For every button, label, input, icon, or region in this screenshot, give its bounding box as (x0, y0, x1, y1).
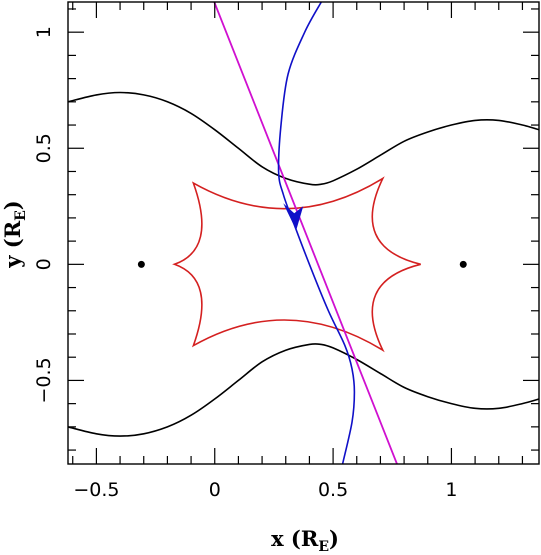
axis-ticks: −0.5 0 0.5 1 −0.5 0 0.5 1 (33, 2, 539, 501)
lens-mass-1 (137, 260, 145, 268)
x-axis-title: x (RE) (271, 526, 339, 555)
x-tick-label: −0.5 (73, 479, 119, 501)
critical-curve-upper (68, 91, 539, 186)
y-tick-label: 1 (33, 26, 55, 38)
x-tick-label: 1 (445, 479, 457, 501)
y-tick-label: 0 (33, 258, 55, 270)
plot-frame (67, 1, 540, 465)
critical-curve-lower (68, 343, 539, 437)
plot-area (68, 2, 539, 464)
direction-arrow (283, 203, 304, 231)
x-tick-label: 0 (209, 479, 221, 501)
y-tick-label: −0.5 (33, 357, 55, 403)
x-tick-label: 0.5 (318, 479, 348, 501)
caustic-curve (172, 176, 421, 353)
y-axis-title: y (RE) (0, 200, 29, 269)
y-tick-label: 0.5 (33, 133, 55, 163)
image-track (277, 2, 356, 464)
source-trajectory (213, 2, 398, 464)
lens-mass-2 (459, 260, 467, 268)
chart-traces (68, 2, 539, 464)
